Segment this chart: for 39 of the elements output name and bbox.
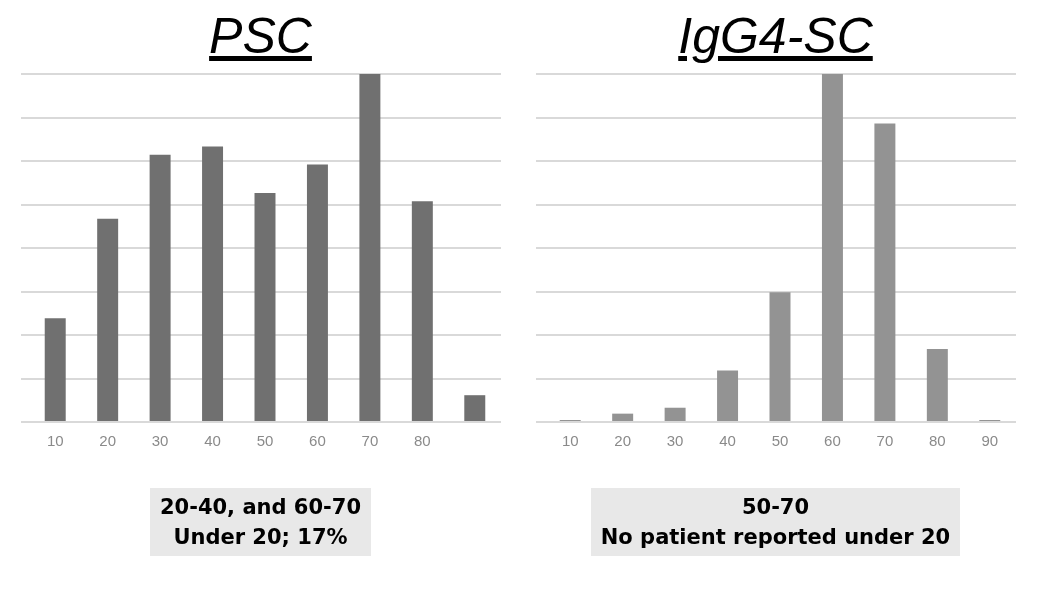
bar — [463, 395, 485, 421]
x-tick-label: 10 — [561, 432, 579, 450]
chart-title: PSC — [209, 8, 312, 64]
x-tick-label: 40 — [203, 432, 221, 450]
x-tick-label: 30 — [666, 432, 683, 450]
x-tick-label: 70 — [876, 432, 893, 450]
x-tick-label: 30 — [151, 432, 168, 450]
bar — [716, 370, 738, 421]
x-tick-label: 60 — [823, 432, 841, 450]
x-tick-label: 20 — [98, 432, 116, 450]
x-tick-label: 90 — [980, 432, 998, 450]
x-tick-label: 70 — [361, 432, 378, 450]
text: No patient reported under 20 — [600, 524, 951, 551]
x-tick-label: 10 — [46, 432, 64, 450]
bar — [306, 164, 328, 421]
bar — [769, 292, 790, 421]
text: Under 20; 17% — [172, 524, 349, 551]
bar — [96, 218, 118, 421]
text: 20-40, and 60-70 — [159, 494, 362, 521]
x-tick-label: 80 — [413, 432, 431, 450]
bar — [358, 74, 380, 421]
x-tick-label: 50 — [771, 432, 788, 450]
bar — [44, 318, 66, 421]
x-tick-label: 20 — [613, 432, 631, 450]
bar — [254, 193, 275, 421]
bar — [611, 413, 633, 421]
x-tick-label: 80 — [928, 432, 946, 450]
bar — [821, 74, 843, 421]
x-tick-label: 50 — [256, 432, 273, 450]
bar — [149, 154, 171, 421]
x-tick-label: 60 — [308, 432, 326, 450]
text: 50-70 — [740, 494, 811, 521]
bar — [664, 407, 686, 421]
bar — [926, 348, 948, 421]
bar — [201, 146, 223, 421]
bar — [873, 123, 895, 421]
bar — [411, 201, 433, 421]
chart-title: IgG4-SC — [678, 8, 873, 64]
x-tick-label: 40 — [718, 432, 736, 450]
